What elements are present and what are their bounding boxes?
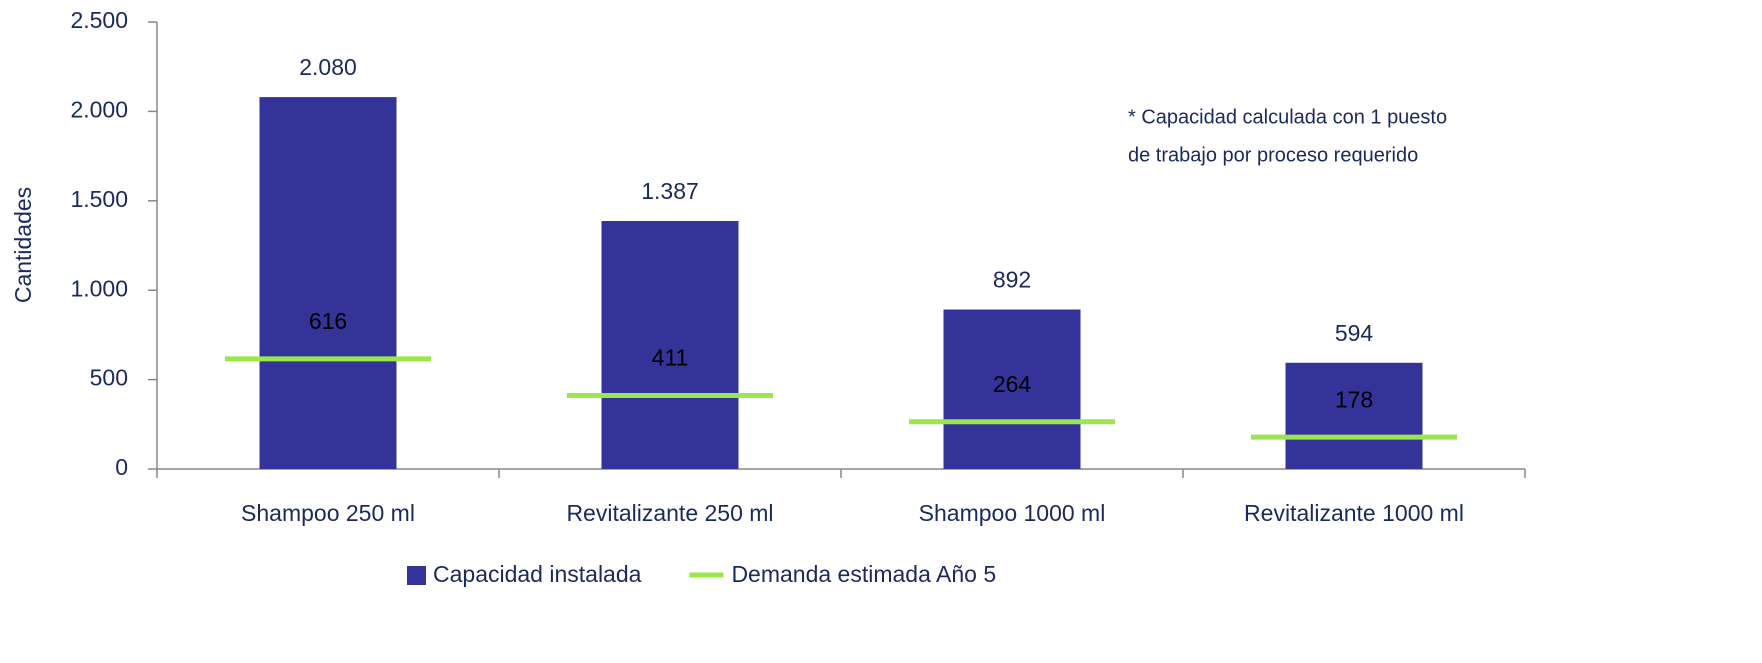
data-label: 892: [993, 267, 1031, 293]
legend-label: Capacidad instalada: [433, 561, 642, 587]
bar: [1285, 362, 1423, 469]
y-tick-label: 0: [115, 454, 128, 480]
x-tick-label: Revitalizante 1000 ml: [1244, 500, 1464, 526]
y-tick-label: 2.500: [70, 7, 128, 33]
y-tick-label: 2.000: [70, 96, 128, 122]
y-tick-label: 1.500: [70, 186, 128, 212]
bar: [601, 221, 739, 469]
legend-label: Demanda estimada Año 5: [731, 561, 996, 587]
y-axis-label: Cantidades: [10, 187, 36, 303]
data-label: 2.080: [299, 54, 357, 80]
bar: [943, 309, 1081, 469]
data-label: 1.387: [641, 178, 699, 204]
data-label: 264: [993, 371, 1032, 397]
x-tick-label: Shampoo 1000 ml: [919, 500, 1106, 526]
y-tick-label: 1.000: [70, 275, 128, 301]
bar: [259, 97, 397, 469]
data-label: 616: [309, 308, 347, 334]
y-tick-label: 500: [90, 365, 128, 391]
data-label: 178: [1335, 386, 1373, 412]
x-tick-label: Shampoo 250 ml: [241, 500, 415, 526]
data-label: 594: [1335, 320, 1374, 346]
legend-swatch: [407, 566, 426, 585]
x-tick-label: Revitalizante 250 ml: [566, 500, 773, 526]
annotation: de trabajo por proceso requerido: [1128, 144, 1418, 166]
data-label: 411: [652, 345, 689, 371]
annotation: * Capacidad calculada con 1 puesto: [1128, 106, 1447, 128]
